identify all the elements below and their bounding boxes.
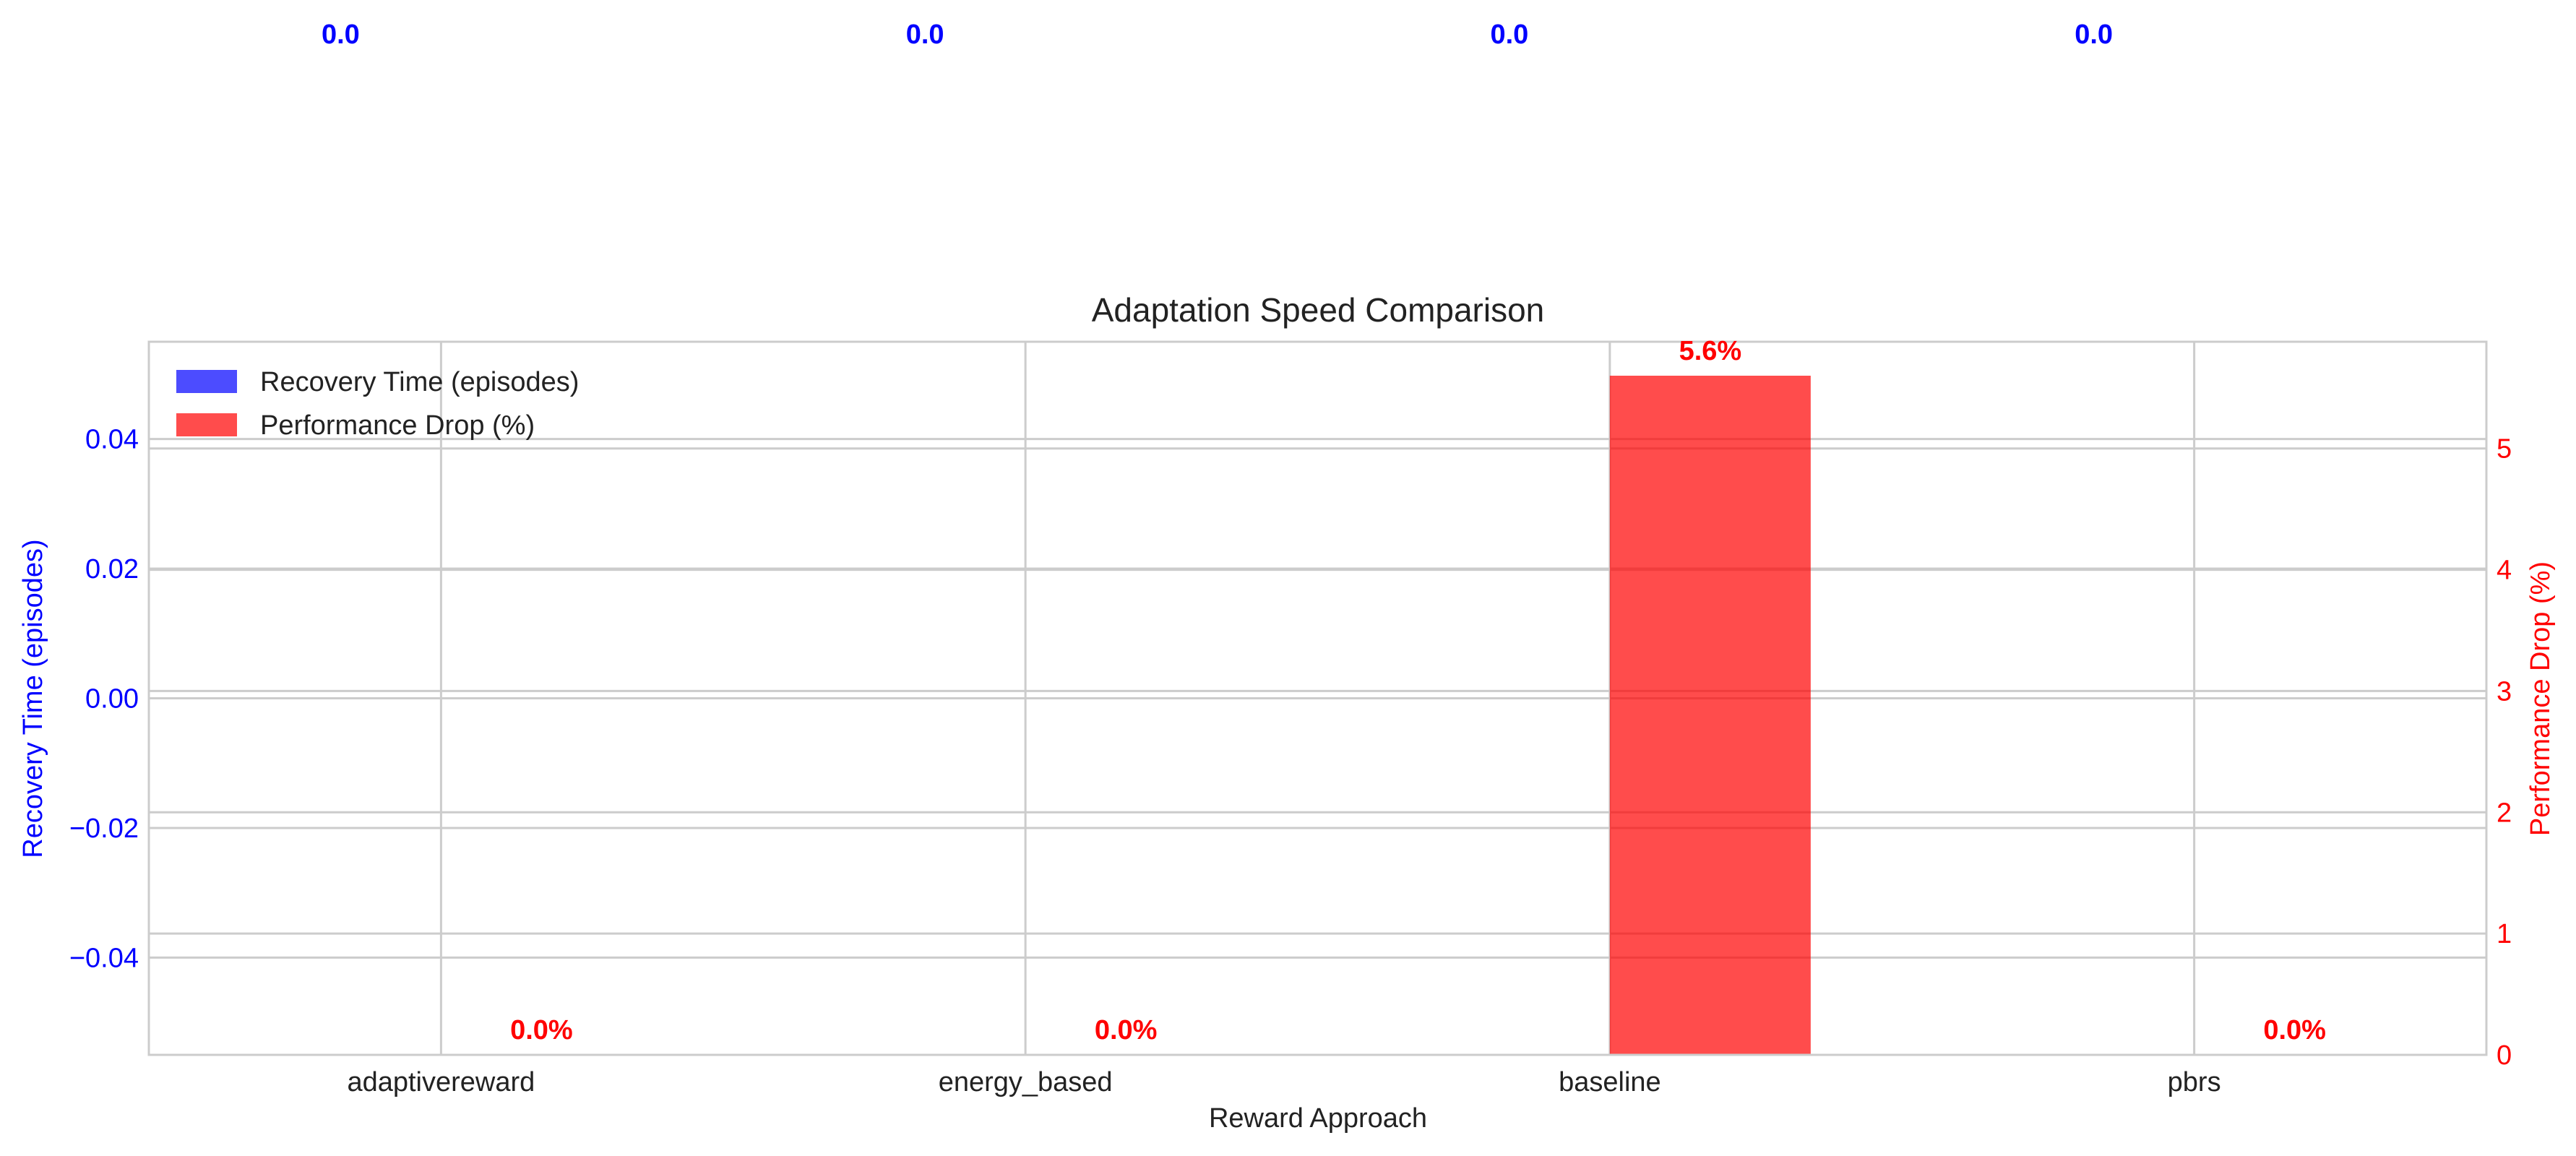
y-left-tick-label: −0.02 (69, 814, 139, 844)
y-axis-right-label: Performance Drop (%) (2525, 561, 2556, 836)
x-tick-label-pbrs: pbrs (2168, 1067, 2221, 1097)
bar-performance-drop-baseline (1609, 376, 1811, 1055)
grid (149, 342, 2486, 1056)
data-label-performance-drop-adaptivereward: 0.0% (510, 1015, 573, 1045)
y-left-tick-label: −0.04 (69, 943, 139, 973)
x-tick-label-adaptivereward: adaptivereward (347, 1067, 535, 1097)
data-label-recovery-time-energy-based: 0.0 (906, 20, 944, 50)
data-label-recovery-time-baseline: 0.0 (1490, 20, 1528, 50)
y-right-tick-label: 1 (2497, 919, 2512, 949)
legend-label-performance-drop: Performance Drop (%) (260, 410, 535, 441)
data-label-performance-drop-energy-based: 0.0% (1095, 1015, 1158, 1045)
y-left-tick-label: 0.04 (85, 425, 139, 455)
y-left-tick-label: 0.00 (85, 684, 139, 715)
y-right-tick-label: 5 (2497, 434, 2512, 465)
x-tick-label-energy-based: energy_based (939, 1067, 1113, 1097)
y-right-tick-label: 0 (2497, 1040, 2512, 1071)
data-label-recovery-time-pbrs: 0.0 (2075, 20, 2113, 50)
plot-frame (147, 340, 2488, 1056)
legend-swatch-recovery-time (176, 370, 237, 393)
x-tick-label-baseline: baseline (1559, 1067, 1661, 1097)
chart-title: Adaptation Speed Comparison (1092, 291, 1545, 329)
legend-swatch-performance-drop (176, 413, 237, 436)
data-label-performance-drop-baseline: 5.6% (1679, 336, 1742, 366)
legend: Recovery Time (episodes) Performance Dro… (176, 367, 579, 441)
bars (1609, 376, 1811, 1055)
data-label-recovery-time-adaptivereward: 0.0 (322, 20, 360, 50)
x-axis-label: Reward Approach (1209, 1103, 1427, 1134)
legend-label-recovery-time: Recovery Time (episodes) (260, 367, 579, 397)
y-left-tick-label: 0.02 (85, 554, 139, 585)
y-right-tick-label: 2 (2497, 798, 2512, 828)
y-axis-left-label: Recovery Time (episodes) (18, 539, 48, 858)
axes: adaptivereward energy_based baseline pbrs −0… (69, 425, 2512, 1097)
data-label-performance-drop-pbrs: 0.0% (2263, 1015, 2326, 1045)
y-right-tick-label: 3 (2497, 676, 2512, 707)
y-right-tick-label: 4 (2497, 556, 2512, 586)
data-labels: 0.0 0.0 0.0 0.0 0.0% 0.0% 5.6% 0.0% (322, 20, 2326, 1045)
